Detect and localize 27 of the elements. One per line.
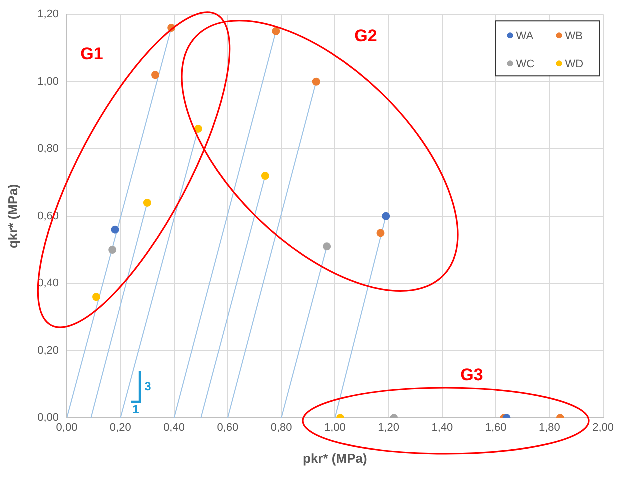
x-tick-label: 0,80 (270, 422, 292, 434)
x-axis-title: pkr* (MPa) (303, 450, 368, 466)
x-tick-label: 1,80 (538, 422, 560, 434)
legend-label: WA (516, 30, 534, 43)
legend-label: WB (565, 30, 584, 43)
x-tick-label: 1,00 (324, 422, 346, 434)
x-tick-label: 0,20 (110, 422, 132, 434)
x-tick-label: 1,60 (485, 422, 507, 434)
legend-label: WC (516, 58, 535, 71)
annotation: G1 (80, 44, 104, 64)
x-tick-label: 1,20 (378, 422, 400, 434)
annotation: 3 (144, 379, 152, 394)
x-tick-label: 0,60 (217, 422, 239, 434)
y-tick-label: 0,80 (38, 143, 60, 156)
annotation: G3 (460, 366, 484, 385)
y-tick-label: 0,20 (38, 344, 60, 357)
y-tick-label: 1,20 (38, 8, 60, 21)
x-tick-label: 2,00 (592, 422, 614, 434)
annotation: G2 (354, 26, 378, 46)
x-tick-label: 0,00 (56, 422, 78, 434)
legend-label: WD (565, 58, 584, 71)
y-tick-label: 0,00 (38, 412, 60, 424)
y-axis-title: qkr* (MPa) (5, 184, 20, 249)
annotation: 1 (132, 402, 140, 416)
x-tick-label: 1,40 (432, 422, 454, 434)
y-tick-label: 1,00 (38, 76, 60, 88)
x-tick-label: 0,40 (164, 422, 185, 434)
